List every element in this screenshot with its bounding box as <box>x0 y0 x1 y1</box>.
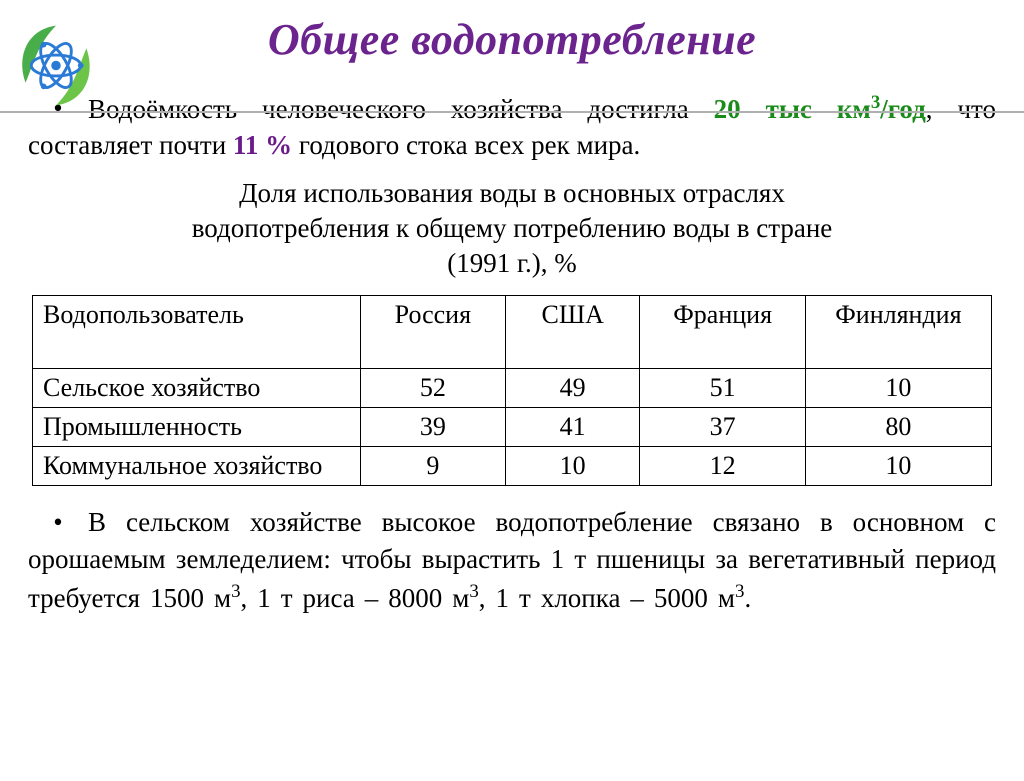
title-divider <box>0 111 1024 113</box>
p2-sup2: 3 <box>469 581 478 602</box>
p1-text-before: Водоёмкость человеческого хозяйства дост… <box>88 94 714 124</box>
paragraph-2: •В сельском хозяйстве высокое водопотреб… <box>28 504 996 617</box>
th-finland: Финляндия <box>805 296 991 369</box>
cell-label: Сельское хозяйство <box>33 369 361 408</box>
data-table: Водопользователь Россия США Франция Финл… <box>32 295 992 486</box>
th-usa: США <box>505 296 640 369</box>
caption-line3: (1991 г.), % <box>447 248 577 278</box>
table-row: Промышленность 39 41 37 80 <box>33 408 992 447</box>
cell-value: 49 <box>505 369 640 408</box>
caption-line2: водопотребления к общему потреблению вод… <box>192 213 833 243</box>
p2-b: , 1 т риса – 8000 м <box>241 583 470 613</box>
cell-value: 51 <box>640 369 805 408</box>
bullet-icon: • <box>28 504 88 541</box>
cell-value: 10 <box>805 447 991 486</box>
cell-value: 52 <box>360 369 505 408</box>
cell-value: 41 <box>505 408 640 447</box>
cell-value: 10 <box>505 447 640 486</box>
cell-value: 12 <box>640 447 805 486</box>
cell-value: 37 <box>640 408 805 447</box>
slide-title: Общее водопотребление <box>28 14 996 65</box>
eco-atom-icon <box>6 18 106 113</box>
p2-d: . <box>744 583 751 613</box>
p1-text-after: годового стока всех рек мира. <box>292 130 640 160</box>
slide: Общее водопотребление •Водоёмкость челов… <box>0 14 1024 781</box>
cell-value: 10 <box>805 369 991 408</box>
cell-value: 80 <box>805 408 991 447</box>
paragraph-1: •Водоёмкость человеческого хозяйства дос… <box>28 90 996 164</box>
table-row: Коммунальное хозяйство 9 10 12 10 <box>33 447 992 486</box>
caption-line1: Доля использования воды в основных отрас… <box>239 178 785 208</box>
p2-c: , 1 т хлопка – 5000 м <box>479 583 735 613</box>
cell-label: Коммунальное хозяйство <box>33 447 361 486</box>
th-france: Франция <box>640 296 805 369</box>
table-row: Сельское хозяйство 52 49 51 10 <box>33 369 992 408</box>
th-user: Водопользователь <box>33 296 361 369</box>
cell-value: 39 <box>360 408 505 447</box>
th-russia: Россия <box>360 296 505 369</box>
cell-value: 9 <box>360 447 505 486</box>
cell-label: Промышленность <box>33 408 361 447</box>
table-caption: Доля использования воды в основных отрас… <box>28 176 996 281</box>
p2-sup1: 3 <box>231 581 240 602</box>
p1-highlight-value1: 20 тыс км3/год <box>714 94 926 124</box>
p1-highlight-value2: 11 % <box>233 130 292 160</box>
table-header-row: Водопользователь Россия США Франция Финл… <box>33 296 992 369</box>
